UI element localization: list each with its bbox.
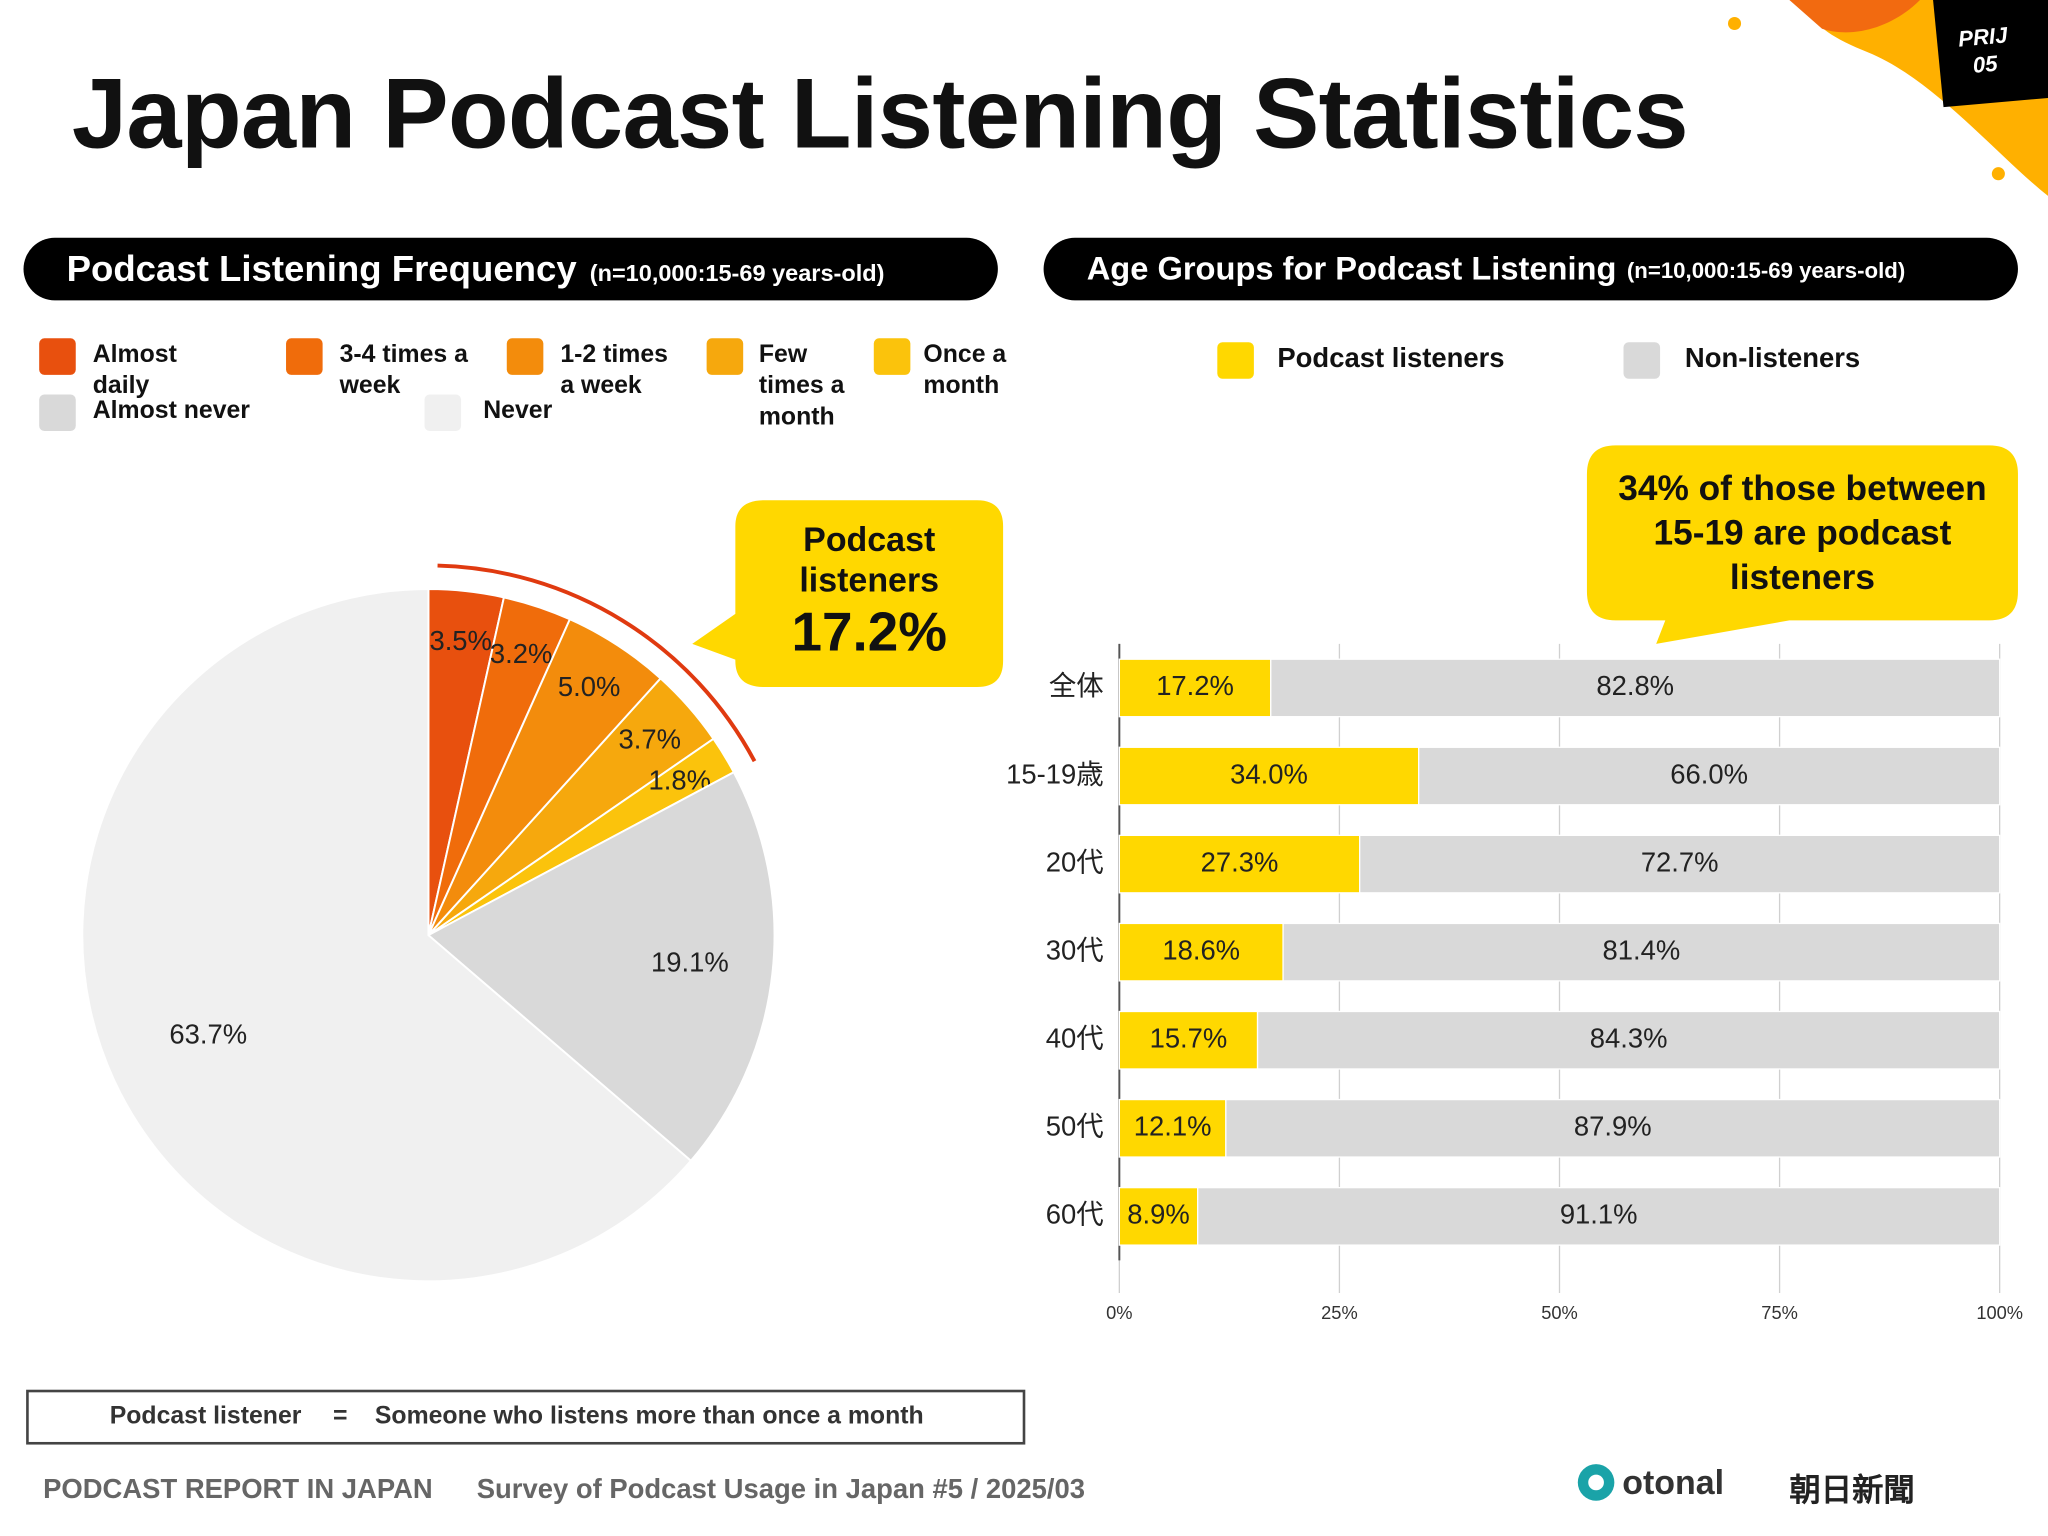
footer-survey: Survey of Podcast Usage in Japan #5 / 20… <box>476 1474 1086 1505</box>
callout-text: Podcast listeners 17.2% <box>735 520 1003 664</box>
y-tick-label: 20代 <box>1046 846 1104 877</box>
decoration <box>1991 167 2005 181</box>
legend-label: Once a month <box>923 340 1007 400</box>
chart-title: Age Groups for Podcast Listening <box>1086 250 1617 287</box>
definition-equals: = <box>333 1402 348 1431</box>
highlight-arc <box>437 563 757 763</box>
data-label: 19.1% <box>651 946 729 977</box>
chart-header: Podcast Listening Frequency (n=10,000:15… <box>23 237 998 301</box>
data-label: 34.0% <box>1230 758 1308 789</box>
badge-bg <box>1933 0 2048 108</box>
definition-term: Podcast listener <box>109 1402 302 1431</box>
logo-icon <box>1588 1474 1604 1491</box>
chart-title: Podcast Listening Frequency <box>66 248 577 289</box>
bar-segment <box>1118 1098 1227 1158</box>
annotation: Podcast listeners <box>799 519 940 600</box>
data-label: 27.3% <box>1201 846 1279 877</box>
bar-segment <box>1270 658 2001 718</box>
data-label: 3.7% <box>618 724 680 755</box>
bar-segment <box>1197 1186 2001 1246</box>
chart-header: Age Groups for Podcast Listening (n=10,0… <box>1043 237 2018 301</box>
footer-report: PODCAST REPORT IN JAPAN <box>43 1474 433 1505</box>
y-tick-label: 全体 <box>1049 670 1104 701</box>
legend-label: Non-listeners <box>1684 343 1861 374</box>
legend-swatch <box>424 394 462 432</box>
bar-segment <box>1225 1098 2001 1158</box>
legend-swatch <box>286 338 323 375</box>
bar-segment <box>1256 1010 2001 1070</box>
data-label: 91.1% <box>1560 1199 1638 1230</box>
legend-label: Almost daily <box>92 340 177 400</box>
badge: PRIJ 05 <box>1944 20 2024 81</box>
legend-swatch <box>1623 342 1661 379</box>
x-tick-label: 0% <box>1106 1302 1132 1323</box>
legend-label: Podcast listeners <box>1277 343 1505 374</box>
x-tick-label: 100% <box>1976 1302 2023 1323</box>
data-label: 18.6% <box>1162 934 1240 965</box>
data-label: 15.7% <box>1150 1022 1228 1053</box>
y-tick-label: 50代 <box>1046 1111 1104 1142</box>
page-title: Japan Podcast Listening Statistics <box>71 58 1689 170</box>
bar-segment <box>1282 922 2001 982</box>
logo: 朝日新聞 <box>1789 1473 1915 1509</box>
data-label: 84.3% <box>1590 1022 1668 1053</box>
definition-box <box>26 1389 1026 1445</box>
bar-segment <box>1359 834 2001 894</box>
data-label: 8.9% <box>1127 1199 1189 1230</box>
legend-swatch <box>706 338 744 375</box>
x-tick-label: 75% <box>1761 1302 1798 1323</box>
y-tick-label: 60代 <box>1046 1199 1104 1230</box>
data-label: 87.9% <box>1574 1111 1652 1142</box>
legend-swatch <box>506 338 544 375</box>
legend-swatch <box>1217 342 1254 379</box>
data-label: 12.1% <box>1134 1111 1212 1142</box>
x-tick-label: 25% <box>1321 1302 1358 1323</box>
annotation: 34% of those between 15-19 are podcast l… <box>1618 468 1987 597</box>
legend-swatch <box>39 338 76 375</box>
pie-slice <box>81 588 693 1283</box>
bar-segment <box>1418 746 2001 806</box>
y-tick-label: 15-19歳 <box>1006 758 1104 789</box>
data-label: 72.7% <box>1641 846 1719 877</box>
annotation: 17.2% <box>791 600 947 663</box>
legend-swatch <box>873 338 911 375</box>
legend-label: 3-4 times a week <box>339 340 468 400</box>
bar-segment <box>1118 746 1420 806</box>
callout <box>1586 445 2018 644</box>
y-tick-label: 30代 <box>1046 934 1104 965</box>
logo: otonal <box>1622 1462 1725 1503</box>
data-label: 81.4% <box>1603 934 1681 965</box>
chart-subtitle: (n=10,000:15-69 years-old) <box>589 259 885 286</box>
decoration <box>1789 0 1920 33</box>
bar-segment <box>1118 1010 1259 1070</box>
data-label: 5.0% <box>558 671 620 702</box>
x-tick-label: 50% <box>1541 1302 1578 1323</box>
bar-segment <box>1118 834 1361 894</box>
chart-subtitle: (n=10,000:15-69 years-old) <box>1626 258 1906 284</box>
data-label: 66.0% <box>1670 758 1748 789</box>
data-label: 82.8% <box>1596 670 1674 701</box>
data-label: 3.2% <box>490 638 552 669</box>
bar-segment <box>1118 1186 1199 1246</box>
bar-segment <box>1118 922 1284 982</box>
legend-swatch <box>39 394 76 432</box>
data-label: 63.7% <box>169 1019 247 1050</box>
callout <box>692 500 1004 688</box>
legend-label: Never <box>483 397 553 425</box>
bar-segment <box>1118 658 1272 718</box>
decoration <box>1727 16 1742 31</box>
data-label: 17.2% <box>1156 670 1234 701</box>
legend-label: 1-2 times a week <box>560 340 668 400</box>
legend-label: Few times a month <box>758 340 845 432</box>
y-tick-label: 40代 <box>1046 1022 1104 1053</box>
legend-label: Almost never <box>92 397 250 425</box>
definition-meaning: Someone who listens more than once a mon… <box>374 1402 924 1431</box>
pie-slice <box>426 770 776 1163</box>
data-label: 3.5% <box>429 625 491 656</box>
